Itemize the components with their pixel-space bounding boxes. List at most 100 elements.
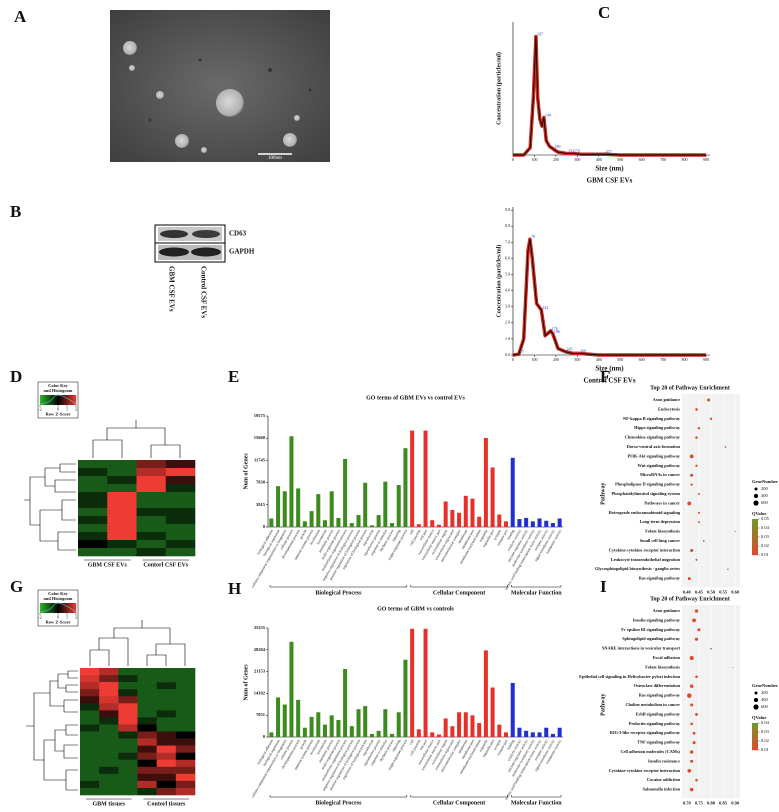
pathway-dot (692, 618, 696, 623)
pathway-dot (689, 656, 694, 660)
heatmap-cell (175, 703, 196, 711)
group-bracket (511, 795, 562, 798)
heatmap-cell (175, 724, 196, 732)
heatmap-cell (99, 759, 119, 768)
colorbar-swatch (752, 532, 758, 535)
pathway-label: Ras signaling pathway (639, 693, 681, 698)
bar (504, 732, 509, 737)
color-key-swatch (64, 395, 66, 405)
chart-title: GO terms of GBM vs controls (377, 606, 454, 612)
colorbar-swatch (752, 544, 758, 547)
pathway-dot (689, 787, 694, 792)
pathway-label: Cocaine addiction (647, 777, 681, 782)
pathway-dot (695, 436, 698, 439)
western-blot: CD63 GAPDH GBM CSF EVs Control CSF EVs (154, 224, 255, 318)
heatmap-cell (80, 780, 100, 789)
pathway-label: Long-term depression (640, 519, 681, 524)
heatmap-cell (137, 717, 157, 725)
heatmap-cell (156, 724, 177, 732)
bar (457, 512, 462, 527)
pathway-label: Insulin resistance (648, 758, 680, 763)
heatmap-cell (165, 516, 196, 525)
x-tick-label: 200 (553, 357, 559, 362)
heatmap-cell (107, 476, 137, 485)
heatmap-cell (175, 745, 196, 753)
pathway-label: Wnt signaling pathway (637, 463, 680, 468)
axis (512, 207, 710, 356)
heatmap-cell (136, 492, 167, 501)
bar (504, 521, 509, 527)
pathway-label: Folate biosynthesis (645, 529, 680, 534)
heatmap-cell (118, 752, 138, 761)
bar (524, 730, 529, 737)
pathway-label: Sphingolipid signaling pathway (622, 636, 681, 641)
y-tick-label: 9.0 (505, 207, 510, 212)
color-key-swatch (44, 395, 47, 405)
heatmap-cell (175, 780, 196, 789)
colorbar-swatch (752, 523, 758, 526)
peak-label: 79 (531, 234, 535, 239)
color-key-swatch (49, 603, 51, 613)
group-bracket (269, 585, 408, 588)
pathway-dot (697, 492, 700, 496)
colorbar-swatch (752, 550, 758, 553)
color-key-title: and Histogram (44, 388, 73, 393)
bar (390, 523, 395, 527)
axis (267, 416, 563, 528)
pathway-label: Axon guidance (653, 397, 680, 402)
legend-dot (754, 691, 758, 695)
pathway-label: Cytokine-cytokine receptor interaction (609, 547, 681, 552)
bar (269, 518, 274, 527)
bar (530, 521, 535, 527)
color-key-tick-label: 0 (57, 614, 59, 619)
heatmap-cell (165, 500, 196, 509)
y-tick-label: 3915 (256, 502, 266, 507)
bar (477, 723, 482, 737)
pathway-dot (687, 501, 692, 506)
bar (550, 733, 555, 737)
x-axis-label: Size (nm) (595, 165, 624, 173)
bar (510, 457, 515, 527)
heatmap-cell (118, 710, 138, 718)
bar (329, 491, 334, 527)
colorbar-swatch (752, 739, 758, 742)
colorbar-swatch (752, 528, 758, 530)
heatmap-cell (156, 780, 177, 789)
subtitle: GBM CSF EVs (587, 177, 633, 185)
heatmap-cell (80, 717, 100, 725)
x-tick-label: 0.80 (707, 800, 716, 805)
size-curve (513, 36, 706, 156)
bar (463, 712, 468, 737)
color-key-swatch (62, 603, 65, 613)
colorbar-swatch (752, 726, 758, 728)
group-label: Biological Process (315, 590, 362, 596)
heatmap-cell (137, 780, 157, 789)
y-tick-label: 8.0 (505, 223, 510, 228)
heatmap-cell (80, 675, 100, 683)
y-axis-label: Num of Genes (243, 664, 249, 701)
bar (396, 485, 401, 527)
color-key-swatch (74, 395, 77, 405)
heatmap-cell (156, 773, 177, 782)
colorbar-swatch (752, 724, 758, 727)
color-key-swatch (71, 395, 74, 405)
peak-label: 27 (520, 349, 524, 354)
x-tick-label: 0 (512, 157, 514, 162)
pathway-dot (690, 722, 694, 726)
pathway-label: NF-kappa B signaling pathway (623, 416, 681, 421)
y-tick-label: 0 (263, 734, 266, 739)
bar (289, 641, 294, 737)
y-tick-label: 28204 (254, 647, 266, 652)
heatmap-cell (80, 696, 100, 704)
band-label: GAPDH (229, 248, 255, 256)
heatmap-cell (78, 468, 108, 477)
bar (517, 727, 522, 737)
color-key-label: Row Z-Score (45, 620, 70, 625)
heatmap-cell (165, 492, 196, 501)
colorbar-label: 0.04 (761, 525, 770, 530)
color-key-tick-label: 1 (66, 614, 68, 619)
heatmap-cell (175, 696, 196, 704)
pathway-label: Phosphatidylinositol signaling system (611, 491, 680, 496)
x-tick-label: signaling (391, 529, 401, 543)
color-key-tick-label: 0 (57, 406, 59, 411)
